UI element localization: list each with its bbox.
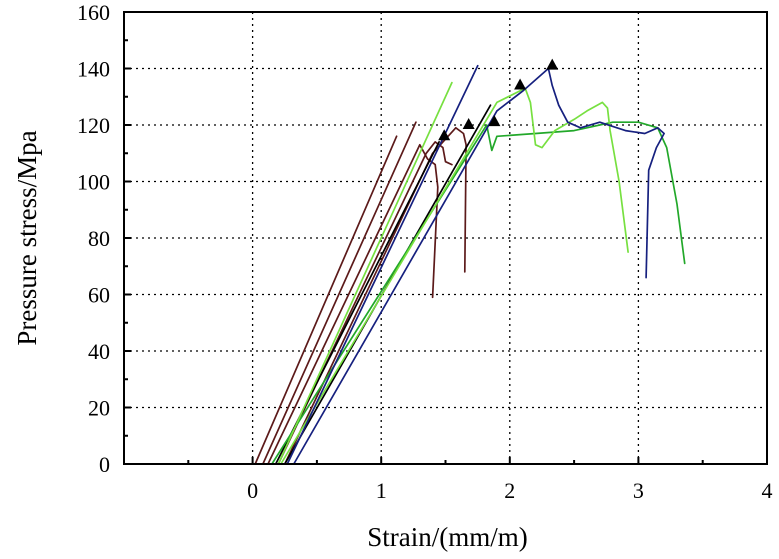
x-tick-label-1: 1 — [376, 478, 387, 503]
y-tick-label-7: 140 — [77, 57, 110, 82]
series-line-1 — [254, 135, 398, 465]
axis-ticks — [123, 11, 768, 465]
peak-marker-4 — [514, 78, 527, 90]
x-tick-label-0: 0 — [247, 478, 258, 503]
series-line-3 — [267, 143, 439, 465]
x-axis-title: Strain/(mm/m) — [367, 522, 527, 552]
y-tick-label-2: 40 — [88, 339, 110, 364]
x-tick-label-2: 2 — [504, 478, 515, 503]
peak-marker-1 — [438, 129, 451, 141]
y-tick-label-3: 60 — [88, 283, 110, 308]
y-tick-label-4: 80 — [88, 226, 110, 251]
x-tick-labels: 0 1 2 3 4 — [247, 478, 772, 503]
x-tick-label-3: 3 — [633, 478, 644, 503]
series-line-2 — [262, 121, 417, 465]
peak-markers — [438, 58, 559, 141]
series-line-11 — [286, 64, 479, 465]
peak-marker-5 — [546, 58, 559, 70]
series-line-12 — [292, 67, 665, 465]
peak-marker-2 — [462, 118, 475, 129]
series-line-8 — [271, 121, 686, 465]
series-line-9 — [277, 81, 453, 465]
y-tick-labels: 0 20 40 60 80 100 120 140 160 — [77, 0, 110, 477]
series-line-10 — [280, 87, 629, 465]
y-tick-label-8: 160 — [77, 0, 110, 25]
y-tick-label-1: 20 — [88, 396, 110, 421]
gridlines — [124, 12, 767, 464]
x-tick-label-4: 4 — [762, 478, 773, 503]
y-axis-title: Pressure stress/Mpa — [12, 130, 42, 345]
y-tick-label-5: 100 — [77, 170, 110, 195]
peak-marker-3 — [488, 115, 501, 127]
y-tick-label-0: 0 — [99, 452, 110, 477]
y-tick-label-6: 120 — [77, 113, 110, 138]
data-series — [254, 64, 686, 465]
